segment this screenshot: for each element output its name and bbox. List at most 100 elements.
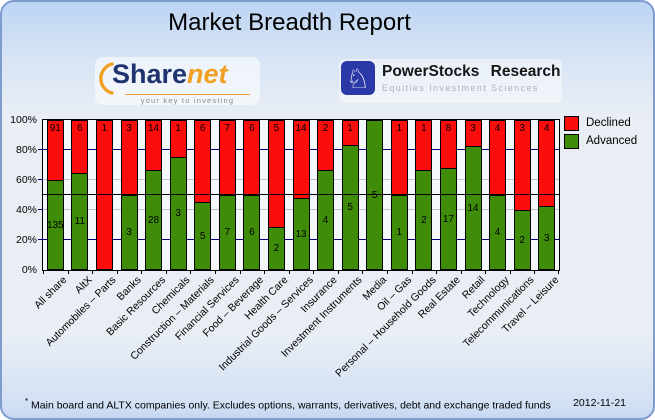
y-axis-label: 0% xyxy=(21,264,37,276)
x-axis-tick xyxy=(558,270,559,274)
legend-label-declined: Declined xyxy=(586,117,631,129)
declined-value-label: 4 xyxy=(543,123,550,134)
bar-segment-declined: 14 xyxy=(145,120,163,170)
y-axis-tick xyxy=(38,209,43,210)
bar-segment-declined: 6 xyxy=(71,120,89,173)
bar-segment-declined: 1 xyxy=(95,120,113,270)
declined-value-label: 8 xyxy=(445,123,452,134)
advanced-value-label: 3 xyxy=(126,227,132,238)
advanced-value-label: 2 xyxy=(273,243,280,254)
advanced-value-label: 4 xyxy=(494,227,501,238)
y-axis-label: 60% xyxy=(15,174,37,186)
report-date: 2012-11-21 xyxy=(573,396,626,409)
x-axis-tick xyxy=(460,270,462,274)
legend-row-advanced: Advanced xyxy=(564,132,637,150)
bar-segment-advanced: 5 xyxy=(194,202,212,270)
bar-segment-advanced: 3 xyxy=(120,195,138,270)
chart-legend: Declined Advanced xyxy=(564,114,637,150)
x-axis-tick xyxy=(337,270,339,274)
advanced-value-label: 11 xyxy=(74,216,86,227)
bar-segment-declined: 7 xyxy=(218,120,236,195)
declined-value-label: 3 xyxy=(126,123,132,134)
bar-segment-declined: 6 xyxy=(194,120,212,202)
legend-row-declined: Declined xyxy=(564,114,637,132)
x-axis-tick xyxy=(43,270,44,274)
advanced-value-label: 2 xyxy=(519,234,525,246)
bar-segment-advanced: 3 xyxy=(538,206,556,270)
bar-basic-resources: 14 28 xyxy=(145,120,163,270)
x-axis-tick xyxy=(116,270,118,274)
declined-value-label: 6 xyxy=(199,123,206,134)
advanced-value-label: 28 xyxy=(148,214,160,226)
advanced-value-label: 14 xyxy=(467,202,479,214)
footnote-text: * Main board and ALTX companies only. Ex… xyxy=(25,396,551,412)
x-axis-tick xyxy=(534,270,536,274)
sharenet-tagline: your key to investing xyxy=(125,94,250,105)
bar-segment-declined: 3 xyxy=(120,120,138,195)
gridline xyxy=(43,194,559,195)
bar-segment-advanced: 13 xyxy=(292,198,310,270)
bar-segment-declined: 3 xyxy=(464,120,482,146)
bar-segment-advanced: 28 xyxy=(145,170,163,270)
powerstocks-name: PowerStocks Research xyxy=(382,63,561,80)
y-axis-label: 20% xyxy=(15,234,37,246)
y-axis-tick xyxy=(38,239,43,240)
bar-segment-advanced: 4 xyxy=(317,170,335,270)
bar-segment-advanced: 2 xyxy=(267,227,285,270)
bar-segment-declined: 4 xyxy=(489,120,507,195)
x-axis-tick xyxy=(264,270,266,274)
bar-segment-advanced: 135 xyxy=(46,180,64,270)
bar-segment-advanced: 1 xyxy=(390,195,408,270)
x-axis-tick xyxy=(509,270,511,274)
x-axis-tick xyxy=(92,270,94,274)
advanced-value-label: 3 xyxy=(175,208,181,219)
bar-segment-declined: 1 xyxy=(169,120,187,157)
bar-segment-declined: 4 xyxy=(538,120,556,206)
bar-automobiles-parts: 1 xyxy=(95,120,113,270)
chart-plot-area: 0% 20% 40% 60% 80% 100% 91 135 All share 6 11 AltX 1… xyxy=(10,114,561,379)
legend-label-advanced: Advanced xyxy=(586,135,638,147)
advanced-value-label: 13 xyxy=(295,228,307,240)
declined-value-label: 1 xyxy=(175,123,181,134)
bar-media: 5 xyxy=(366,120,384,270)
x-axis-tick xyxy=(165,270,167,274)
advanced-value-label: 3 xyxy=(543,232,550,244)
footnote-bar: * Main board and ALTX companies only. Ex… xyxy=(25,397,626,412)
x-axis-tick xyxy=(239,270,241,274)
page-title: Market Breadth Report xyxy=(168,9,411,36)
y-axis-label: 100% xyxy=(10,114,37,126)
bar-segment-advanced: 17 xyxy=(439,168,457,270)
x-axis-tick xyxy=(190,270,192,274)
bar-segment-advanced: 11 xyxy=(71,173,89,270)
x-axis-tick xyxy=(387,270,388,274)
advanced-value-label: 7 xyxy=(224,227,231,238)
chess-knight-icon: ♘ xyxy=(341,61,375,95)
y-axis-label: 80% xyxy=(15,144,37,156)
declined-value-label: 1 xyxy=(421,123,427,134)
advanced-value-label: 17 xyxy=(442,213,454,225)
bar-segment-declined: 91 xyxy=(46,120,64,180)
x-axis-tick xyxy=(215,270,216,274)
bar-real-estate: 8 17 xyxy=(439,120,457,270)
powerstocks-logo: ♘ PowerStocks Research Equities Investme… xyxy=(339,59,563,103)
bar-altx: 6 11 xyxy=(71,120,89,270)
y-axis-tick xyxy=(38,149,43,150)
x-axis-label: All share xyxy=(32,274,70,312)
x-axis-tick xyxy=(313,270,315,274)
bar-segment-declined: 1 xyxy=(415,120,433,170)
bar-industrial-goods-services: 14 13 xyxy=(292,120,310,270)
sharenet-word-net: net xyxy=(187,59,228,89)
declined-value-label: 1 xyxy=(101,123,108,134)
declined-value-label: 14 xyxy=(295,123,307,134)
sharenet-logo: Sharenet your key to investing xyxy=(95,57,260,105)
y-axis-label: 40% xyxy=(15,204,37,216)
